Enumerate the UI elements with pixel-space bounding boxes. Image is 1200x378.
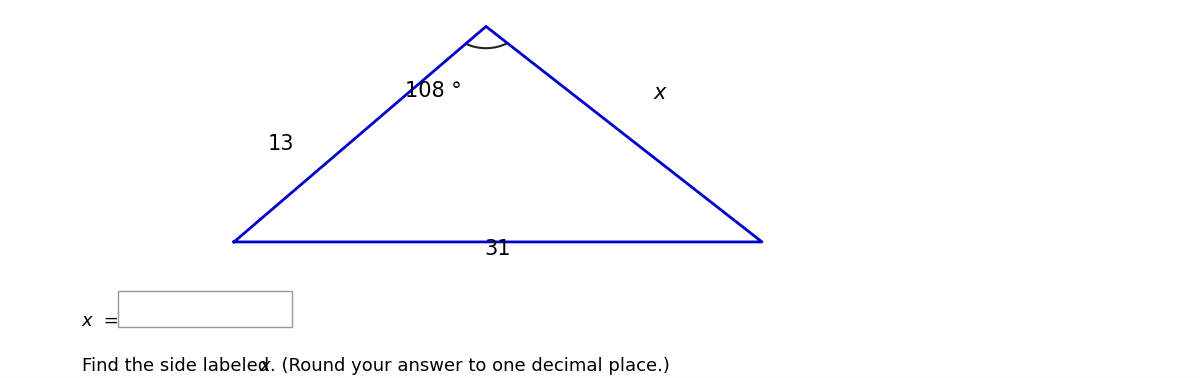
Text: x: x [654,83,666,102]
Text: =: = [98,312,119,330]
Text: x: x [82,312,92,330]
Text: 108 °: 108 ° [406,81,462,101]
Text: x: x [259,357,270,375]
FancyBboxPatch shape [118,291,292,327]
Text: . (Round your answer to one decimal place.): . (Round your answer to one decimal plac… [270,357,670,375]
Text: 13: 13 [268,134,294,153]
Text: 31: 31 [485,239,511,259]
Text: Find the side labeled: Find the side labeled [82,357,275,375]
